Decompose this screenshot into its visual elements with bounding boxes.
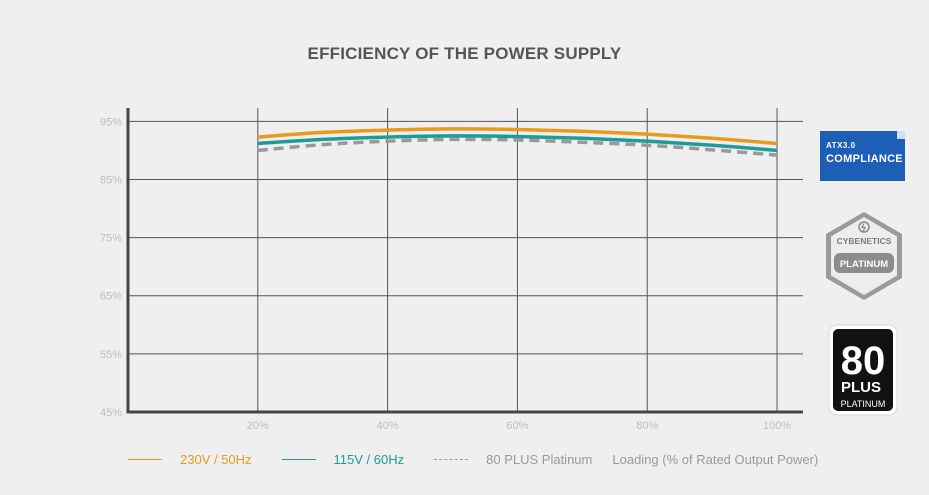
legend-label-115v: 115V / 60Hz [333,452,405,467]
atx-compliance-badge: ATX3.0 COMPLIANCE [820,131,905,181]
y-tick-label-45: 45% [100,407,122,419]
cybenetics-line1: CYBENETICS [837,236,892,246]
grid-layer [128,108,803,412]
y-tick-label-55: 55% [100,349,122,361]
legend-item-115v: 115V / 60Hz [281,452,405,467]
legend-label-230v: 230V / 50Hz [180,452,252,467]
atx-badge-line2: COMPLIANCE [826,153,903,165]
y-tick-label-75: 75% [100,233,122,245]
80-plus-number: 80 [841,339,886,383]
y-tick-label-85: 85% [100,174,122,186]
cybenetics-line2: PLATINUM [840,259,888,270]
x-tick-label-100: 100% [763,420,791,432]
atx-badge-line1: ATX3.0 [826,141,856,150]
legend: 230V / 50Hz 115V / 60Hz 80 PLUS Platinum… [128,452,818,467]
80-plus-platinum-badge: 80 PLUS PLATINUM [828,324,898,416]
legend-label-80plus: 80 PLUS Platinum [486,452,593,467]
axis-layer [126,108,803,414]
legend-swatch-115v [281,459,316,460]
cybenetics-platinum-badge: CYBENETICS PLATINUM [826,212,902,300]
series-line-80-plus-platinum [257,137,778,157]
80-plus-plus: PLUS [841,379,881,396]
legend-swatch-230v [128,459,162,460]
legend-swatch-80plus [434,459,469,460]
y-tick-label-65: 65% [100,291,122,303]
chart-title: EFFICIENCY OF THE POWER SUPPLY [307,44,622,63]
x-tick-label-60: 60% [506,420,528,432]
series-line-230v-50hz [257,127,778,146]
x-tick-label-40: 40% [377,420,399,432]
x-tick-label-80: 80% [636,420,658,432]
series-layer [257,127,778,157]
series-line-115v-60hz [257,134,778,153]
tick-layer: 95% 85% 75% 65% 55% 45% 20% 40% 60% 80% 100% [100,116,791,432]
80-plus-tier: PLATINUM [841,399,886,409]
y-tick-label-95: 95% [100,116,122,128]
legend-item-230v: 230V / 50Hz [128,452,252,467]
legend-item-80plus: 80 PLUS Platinum [434,452,592,467]
x-tick-label-20: 20% [247,420,269,432]
x-axis-label: Loading (% of Rated Output Power) [612,452,819,467]
